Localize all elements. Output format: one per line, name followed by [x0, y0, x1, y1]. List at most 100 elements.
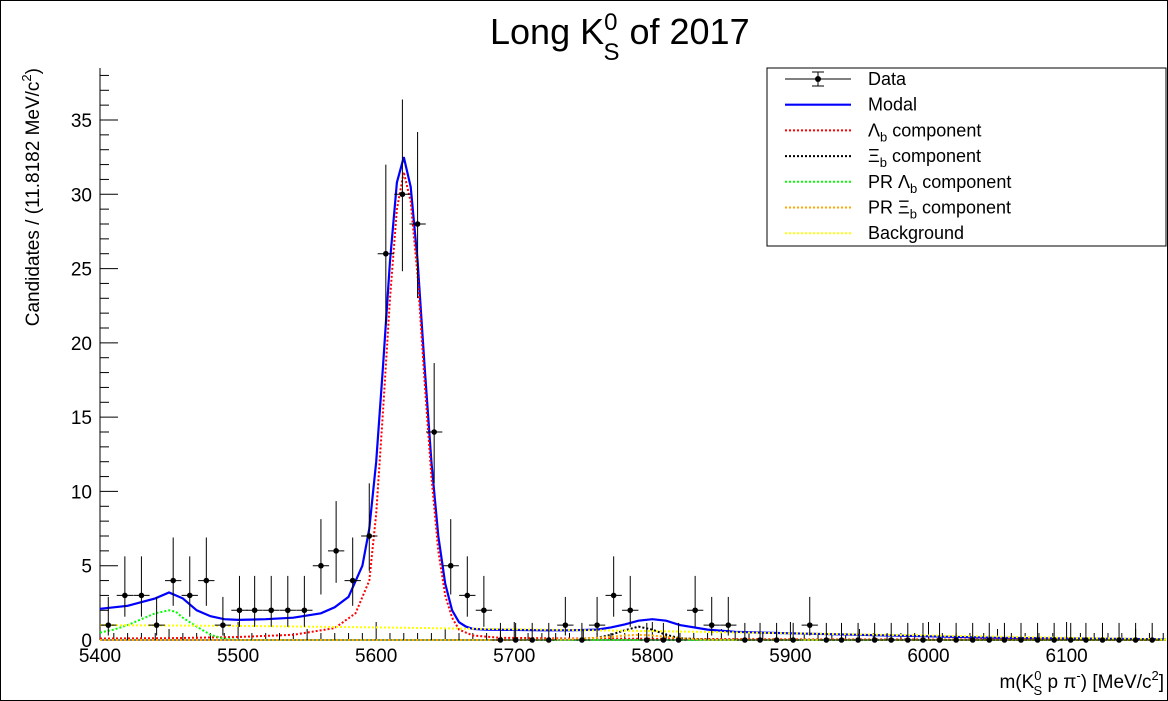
legend-pr-xi-b: PR Ξb component — [785, 198, 1011, 222]
data-marker — [562, 622, 569, 628]
x-tick-label: 5400 — [79, 646, 121, 667]
data-point — [377, 164, 394, 326]
legend-data-marker — [815, 76, 821, 82]
data-marker — [790, 637, 796, 643]
data-point — [947, 622, 965, 643]
data-marker — [969, 637, 976, 643]
data-point — [573, 622, 591, 643]
data-marker — [512, 637, 519, 643]
x-tick-label: 5800 — [631, 646, 673, 667]
legend-lambda-b: Λb component — [785, 120, 981, 144]
data-marker — [757, 637, 763, 643]
y-tick-label: 20 — [71, 334, 92, 355]
y-tick-label: 15 — [71, 408, 92, 429]
data-point — [426, 363, 443, 484]
data-point — [720, 596, 737, 636]
data-point — [100, 596, 117, 636]
legend-label: PR Ξb component — [868, 198, 1011, 222]
legend-background: Background — [785, 223, 964, 243]
data-point — [931, 622, 948, 643]
data-point — [214, 596, 232, 636]
data-point — [866, 622, 883, 643]
data-point — [459, 556, 476, 617]
data-marker — [1034, 637, 1041, 643]
data-marker — [627, 607, 634, 614]
legend-xi-b: Ξb component — [785, 146, 981, 170]
data-point — [557, 596, 574, 636]
x-axis-label: m(K0 S p π-) [MeV/c2] — [999, 668, 1164, 698]
data-marker — [414, 221, 421, 227]
data-point — [751, 622, 769, 643]
x-tick-label: 5700 — [493, 646, 535, 667]
data-marker — [399, 191, 406, 198]
y-tick-label: 0 — [81, 631, 92, 652]
data-marker — [838, 637, 845, 643]
data-point — [1012, 622, 1030, 643]
legend-label: Data — [868, 69, 907, 89]
data-marker — [138, 592, 145, 599]
data-marker — [203, 577, 210, 584]
data-point — [849, 622, 867, 643]
data-marker — [318, 562, 324, 569]
x-tick-label: 5500 — [217, 646, 259, 667]
data-marker — [660, 637, 667, 643]
data-marker — [675, 637, 682, 643]
data-marker — [904, 637, 911, 643]
data-point — [883, 622, 900, 643]
data-marker — [236, 607, 243, 614]
data-marker — [579, 637, 585, 643]
data-point — [1094, 622, 1111, 643]
data-point — [1127, 622, 1144, 643]
data-marker — [692, 607, 698, 614]
chart-title: Long K0 S of 2017 — [490, 9, 750, 66]
data-point — [622, 575, 639, 627]
legend-label: Ξb component — [868, 146, 981, 170]
data-point — [442, 519, 459, 595]
data-marker — [170, 577, 176, 584]
data-point — [1029, 622, 1046, 643]
x-tick-label: 5900 — [769, 646, 811, 667]
legend-data: Data — [785, 69, 907, 89]
data-marker — [383, 250, 389, 257]
data-point — [148, 596, 165, 636]
data-point — [231, 575, 248, 627]
legend-label: Background — [868, 223, 964, 243]
data-marker — [773, 637, 780, 643]
data-marker — [333, 548, 339, 554]
data-marker — [823, 637, 830, 643]
data-point — [818, 622, 835, 643]
legend-modal: Modal — [785, 95, 917, 115]
x-tick-label: 6000 — [907, 646, 949, 667]
data-point — [801, 596, 818, 636]
data-point — [327, 501, 345, 583]
x-tick-label: 6100 — [1045, 646, 1087, 667]
data-marker — [936, 637, 943, 643]
data-point — [475, 575, 493, 627]
data-marker — [464, 592, 471, 599]
data-point — [655, 622, 672, 643]
y-tick-label: 35 — [71, 111, 92, 132]
y-tick-label: 30 — [71, 185, 92, 206]
data-point — [540, 622, 557, 643]
data-marker — [708, 622, 715, 628]
data-marker — [545, 637, 552, 643]
data-marker — [594, 622, 600, 628]
legend-pr-lambda-b: PR Λb component — [785, 172, 1011, 196]
data-marker — [529, 637, 535, 643]
data-point — [296, 575, 313, 627]
data-point — [165, 537, 182, 606]
modal-curve — [99, 156, 1167, 641]
data-marker — [1018, 637, 1024, 643]
data-point — [1045, 622, 1063, 643]
y-tick-label: 10 — [71, 482, 92, 503]
data-marker — [610, 592, 617, 599]
data-point — [198, 537, 215, 606]
data-point — [996, 622, 1013, 643]
data-point — [1077, 622, 1095, 643]
data-marker — [1051, 637, 1057, 643]
data-point — [833, 622, 850, 643]
data-point — [524, 622, 541, 643]
data-point — [1110, 622, 1128, 643]
data-point — [133, 556, 150, 617]
